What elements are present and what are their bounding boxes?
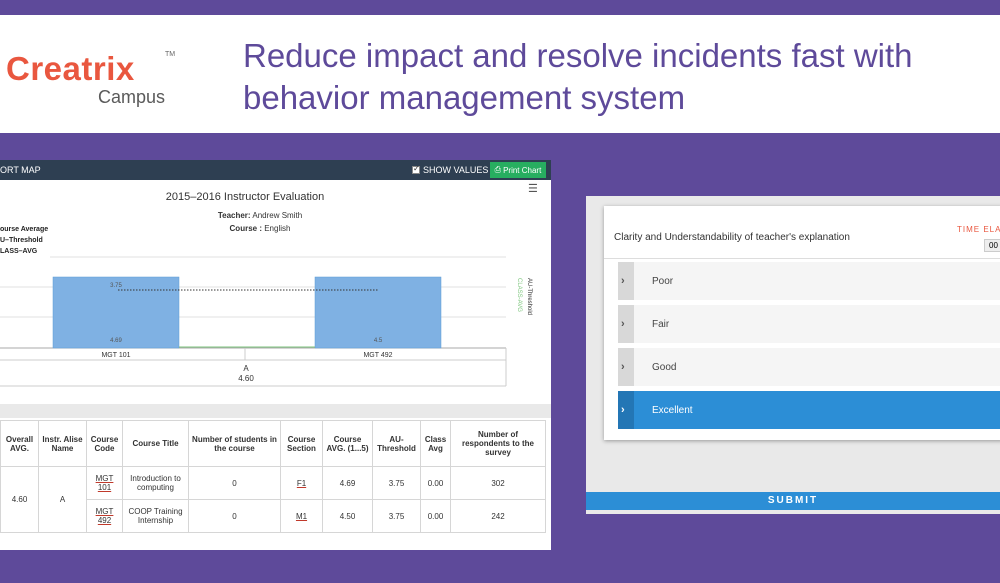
column-header[interactable]: Course AVG. (1...5) — [322, 420, 373, 467]
creatrix-logo: Creatrix TM Campus — [6, 50, 175, 108]
right-legend-class-avg: CLASS-AVG — [516, 278, 522, 312]
column-header[interactable]: Instr. Alise Name — [38, 420, 87, 467]
legend-course-average[interactable]: ourse Average — [0, 226, 49, 233]
table-row: 4.60 A MGT 101 Introduction to computing… — [0, 466, 546, 533]
course-avg-cell: 4.69 — [322, 466, 373, 500]
show-values-toggle[interactable]: SHOW VALUES — [412, 164, 489, 175]
chevron-right-icon: › — [621, 318, 625, 330]
course-title-cell: Introduction to computing — [122, 466, 189, 500]
headline-line-2: behavior management system — [243, 79, 686, 116]
threshold-cell: 3.75 — [372, 499, 421, 533]
poll-panel: Clarity and Understandability of teacher… — [586, 196, 1000, 514]
page-headline: Reduce impact and resolve incidents fast… — [243, 35, 1000, 119]
course-code-link[interactable]: MGT 492 — [95, 507, 114, 525]
teacher-label: Teacher: — [217, 211, 251, 220]
report-toolbar: ORT MAP SHOW VALUES ⎙ Print Chart — [0, 160, 551, 180]
x-tick-label: MGT 492 — [363, 352, 392, 359]
column-header[interactable]: Course Title — [122, 420, 189, 467]
column-header[interactable]: Course Section — [280, 420, 323, 467]
page-header: Creatrix TM Campus Reduce impact and res… — [0, 15, 1000, 133]
bar — [52, 276, 180, 349]
x-tick-label: MGT 101 — [101, 352, 130, 359]
students-cell: 0 — [188, 499, 281, 533]
section-cell: M1 — [280, 499, 323, 533]
report-title: ORT MAP — [0, 165, 41, 175]
report-panel: ORT MAP SHOW VALUES ⎙ Print Chart ☰ 2015… — [0, 160, 551, 550]
overall-avg-cell: 4.60 — [0, 466, 39, 533]
option-label: Fair — [652, 318, 670, 330]
chevron-right-icon: › — [621, 275, 625, 287]
table-row: MGT 492 COOP Training Internship 0 M1 4.… — [1, 499, 546, 533]
column-header[interactable]: Number of respondents to the survey — [450, 420, 546, 467]
column-header[interactable]: Overall AVG. — [0, 420, 39, 467]
logo-subtitle: Campus — [98, 87, 166, 107]
option-label: Good — [652, 361, 677, 373]
section-cell: F1 — [280, 466, 323, 500]
submit-button[interactable]: SUBMIT — [586, 492, 1000, 510]
table-spacer — [0, 404, 551, 418]
column-header[interactable]: Class Avg — [420, 420, 451, 467]
bar-value-label: 4.69 — [110, 338, 122, 344]
bar-chart: 4.69 3.75 MGT 101 4.5 MGT 492 A 4.60 AU-Thre… — [0, 256, 532, 387]
printer-icon: ⎙ — [494, 165, 502, 174]
group-label: A — [243, 364, 249, 373]
respondents-cell: 242 — [450, 499, 546, 533]
column-header[interactable]: AU-Threshold — [372, 420, 421, 467]
show-values-label: SHOW VALUES — [423, 165, 489, 175]
course-title-cell: COOP Training Internship — [122, 499, 189, 533]
option-label: Poor — [652, 275, 674, 287]
print-chart-button[interactable]: ⎙ Print Chart — [490, 162, 546, 178]
course-code-cell: MGT 492 — [86, 499, 123, 533]
group-value: 4.60 — [238, 374, 254, 383]
course-label: Course : — [229, 224, 262, 233]
time-elapsed-value: 00 — [984, 239, 1000, 252]
column-header[interactable]: Course Code — [86, 420, 123, 467]
option-excellent[interactable]: › Excellent — [618, 391, 1000, 429]
poll-card: Clarity and Understandability of teacher… — [604, 206, 1000, 440]
section-link[interactable]: F1 — [296, 478, 307, 488]
option-good[interactable]: › Good — [618, 348, 1000, 386]
chart-menu-icon[interactable]: ☰ — [528, 183, 538, 195]
print-chart-label: Print Chart — [503, 165, 542, 175]
evaluation-table: Overall AVG. Instr. Alise Name Course Co… — [0, 420, 546, 533]
option-fair[interactable]: › Fair — [618, 305, 1000, 343]
chart-title: 2015–2016 Instructor Evaluation — [165, 191, 325, 203]
teacher-value: Andrew Smith — [252, 211, 303, 220]
respondents-cell: 302 — [450, 466, 546, 500]
teacher-line: Teacher: Andrew Smith — [0, 211, 520, 220]
threshold-cell: 3.75 — [372, 466, 421, 500]
chevron-right-icon: › — [621, 404, 625, 416]
logo-trademark: TM — [165, 51, 176, 58]
show-values-checkbox[interactable] — [412, 164, 420, 174]
class-avg-cell: 0.00 — [420, 466, 451, 500]
course-code-link[interactable]: MGT 101 — [95, 474, 114, 492]
option-label: Excellent — [652, 404, 693, 416]
headline-line-1: Reduce impact and resolve incidents fast… — [243, 37, 913, 74]
table-header-row: Overall AVG. Instr. Alise Name Course Co… — [0, 420, 546, 467]
legend-class-avg[interactable]: LASS–AVG — [0, 248, 38, 255]
threshold-value-label: 3.75 — [110, 283, 122, 289]
column-header[interactable]: Number of students in the course — [188, 420, 281, 467]
course-code-cell: MGT 101 — [86, 466, 123, 500]
time-elapsed-label: TIME ELA — [957, 225, 1000, 234]
course-value: English — [264, 224, 291, 233]
section-link[interactable]: M1 — [295, 511, 308, 521]
question-text: Clarity and Understandability of teacher… — [614, 232, 850, 243]
course-line: Course : English — [0, 224, 520, 233]
alias-cell: A — [38, 466, 87, 533]
course-avg-cell: 4.50 — [322, 499, 373, 533]
class-avg-cell: 0.00 — [420, 499, 451, 533]
logo-name: Creatrix — [6, 50, 135, 87]
option-poor[interactable]: › Poor — [618, 262, 1000, 300]
legend-au-threshold[interactable]: U–Threshold — [0, 237, 43, 244]
chevron-right-icon: › — [621, 361, 625, 373]
divider — [604, 258, 1000, 259]
students-cell: 0 — [188, 466, 281, 500]
bar — [314, 276, 442, 349]
bar-value-label: 4.5 — [374, 338, 383, 344]
right-legend-au-threshold: AU-Threshold — [526, 278, 532, 315]
